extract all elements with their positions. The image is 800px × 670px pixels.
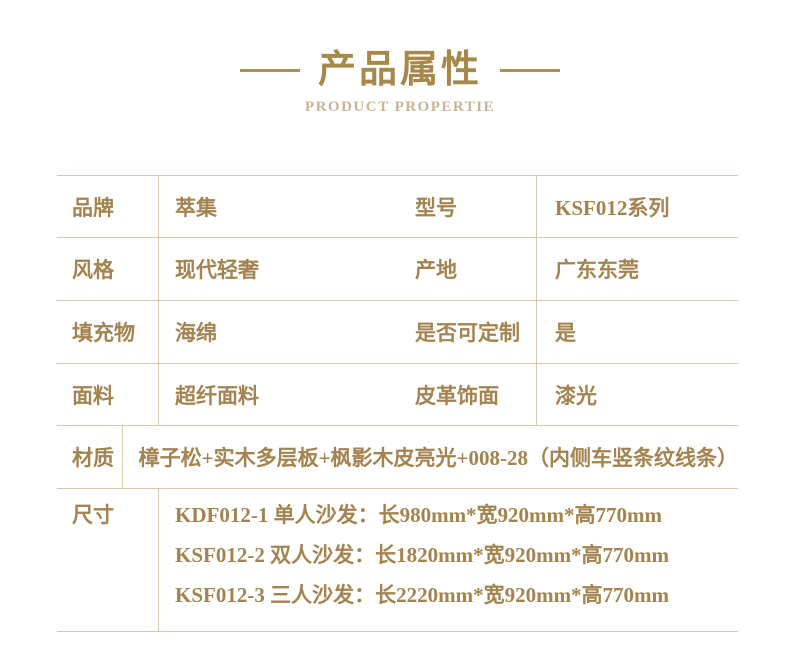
attr-value-material: 樟子松+实木多层板+枫影木皮亮光+008-28（内侧车竖条纹线条） [138, 446, 738, 470]
table-row-material: 材质 樟子松+实木多层板+枫影木皮亮光+008-28（内侧车竖条纹线条） [57, 425, 738, 488]
attr-label-model: 型号 [415, 176, 537, 237]
title-dash-left-icon [239, 68, 300, 72]
page-header: 产品属性 PRODUCT PROPERTIE [0, 48, 800, 116]
attr-value-customizable: 是 [555, 321, 576, 345]
title-dash-right-icon [500, 68, 560, 72]
attr-value-leather-finish: 漆光 [555, 383, 597, 408]
dimension-line-single-sofa: KDF012-1 单人沙发：长980mm*宽920mm*高770mm [175, 503, 663, 527]
attr-label-origin: 产地 [415, 238, 537, 300]
dimension-line-double-sofa: KSF012-2 双人沙发：长1820mm*宽920mm*高770mm [175, 543, 670, 567]
attr-value-model: KSF012系列 [555, 195, 670, 220]
table-row-fabric: 面料 超纤面料 皮革饰面 漆光 [57, 363, 738, 425]
attr-value-fabric: 超纤面料 [175, 383, 259, 408]
table-row-dimensions: 尺寸 KDF012-1 单人沙发：长980mm*宽920mm*高770mm KS… [57, 488, 738, 631]
attr-label-material: 材质 [57, 426, 123, 488]
attr-label-style: 风格 [57, 238, 159, 300]
page-title: 产品属性 [317, 49, 482, 91]
attr-value-style: 现代轻奢 [175, 258, 259, 282]
title-row: 产品属性 [0, 48, 800, 92]
attr-label-brand: 品牌 [57, 176, 159, 237]
table-row-brand: 品牌 萃集 型号 KSF012系列 [57, 175, 738, 237]
attr-value-origin: 广东东莞 [555, 258, 639, 282]
table-row-style: 风格 现代轻奢 产地 广东东莞 [57, 237, 738, 300]
attr-value-dimensions: KDF012-1 单人沙发：长980mm*宽920mm*高770mm KSF01… [159, 489, 738, 631]
attr-label-leather-finish: 皮革饰面 [415, 364, 537, 425]
dimension-line-triple-sofa: KSF012-3 三人沙发：长2220mm*宽920mm*高770mm [175, 583, 670, 607]
page-subtitle: PRODUCT PROPERTIE [304, 99, 496, 115]
attr-label-fabric: 面料 [57, 364, 159, 425]
table-row-filling: 填充物 海绵 是否可定制 是 [57, 300, 738, 363]
attr-label-filling: 填充物 [57, 301, 159, 363]
attr-value-brand: 萃集 [175, 195, 217, 220]
attr-label-dimensions: 尺寸 [57, 489, 159, 631]
attr-value-filling: 海绵 [175, 321, 217, 345]
product-attributes-table: 品牌 萃集 型号 KSF012系列 风格 现代轻奢 产地 广东东莞 填充物 海绵… [57, 175, 738, 632]
attr-label-customizable: 是否可定制 [415, 301, 537, 363]
